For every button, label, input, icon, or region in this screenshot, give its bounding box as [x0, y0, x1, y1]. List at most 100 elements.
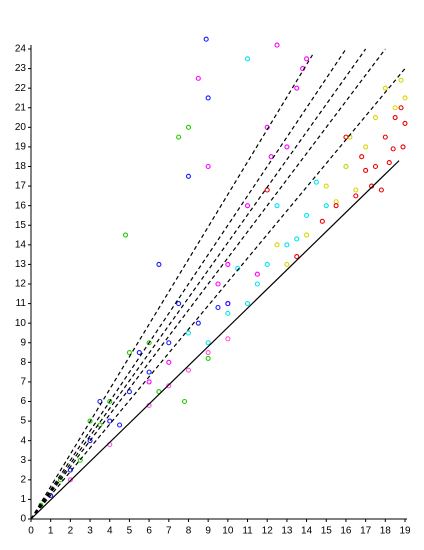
point [382, 85, 388, 91]
point [166, 359, 172, 365]
point [398, 105, 404, 111]
y-tick-label: 21 [15, 102, 27, 113]
point [181, 398, 188, 405]
point [378, 187, 384, 193]
point [274, 242, 280, 248]
x-tick-label: 5 [127, 526, 133, 537]
point [343, 163, 349, 170]
x-tick-label: 8 [186, 526, 192, 537]
y-tick-label: 15 [15, 220, 27, 231]
point [244, 203, 251, 209]
point [304, 212, 310, 219]
y-tick-label: 18 [15, 161, 27, 172]
point [353, 193, 359, 199]
x-tick-label: 10 [222, 526, 234, 537]
point [117, 422, 123, 428]
point [225, 310, 231, 316]
point [205, 355, 211, 361]
point [254, 281, 260, 287]
y-tick-label: 11 [16, 298, 27, 309]
point [392, 105, 398, 111]
x-tick-label: 3 [87, 526, 93, 537]
point [254, 271, 260, 277]
point [398, 77, 404, 83]
reference-line [30, 54, 313, 520]
x-tick-label: 0 [28, 526, 34, 537]
point [205, 340, 211, 346]
point [264, 261, 270, 267]
x-tick-label: 1 [48, 526, 54, 537]
y-tick-label: 1 [20, 494, 26, 505]
point [319, 218, 325, 224]
point [205, 95, 211, 101]
point [126, 349, 132, 356]
point [185, 330, 192, 336]
reference-line [30, 48, 367, 520]
y-tick-label: 3 [20, 455, 26, 466]
point [97, 398, 103, 405]
y-tick-label: 13 [15, 259, 27, 270]
x-tick-label: 16 [340, 526, 352, 537]
point [304, 56, 310, 62]
y-tick-label: 17 [15, 181, 27, 192]
point [274, 203, 280, 209]
point [264, 187, 270, 193]
point [166, 383, 172, 389]
point [205, 163, 211, 170]
x-tick-label: 18 [380, 526, 392, 537]
point [146, 379, 152, 385]
point [244, 56, 251, 62]
point [77, 457, 83, 463]
y-tick-label: 19 [15, 142, 27, 153]
x-tick-label: 9 [205, 526, 211, 537]
x-tick-label: 14 [301, 526, 313, 537]
y-tick-label: 10 [15, 318, 27, 329]
point [185, 173, 192, 179]
point [294, 85, 300, 91]
x-tick-label: 19 [399, 526, 411, 537]
point [386, 160, 392, 166]
point [215, 281, 221, 287]
point [205, 349, 211, 356]
y-tick-label: 22 [15, 83, 27, 94]
point [225, 261, 231, 267]
point [363, 144, 369, 150]
y-tick-label: 23 [15, 63, 27, 74]
point [392, 114, 398, 121]
point [382, 134, 388, 140]
point [215, 304, 221, 311]
point [185, 367, 192, 373]
x-tick-label: 17 [360, 526, 372, 537]
point [176, 301, 182, 307]
reference-line [30, 48, 347, 520]
y-tick-label: 24 [15, 44, 27, 55]
point [284, 144, 290, 150]
point [185, 124, 192, 130]
point [402, 120, 408, 126]
point [107, 398, 113, 405]
point [126, 389, 132, 395]
point [333, 203, 339, 209]
point [107, 418, 113, 424]
point [402, 95, 408, 101]
y-tick-label: 7 [20, 377, 26, 388]
x-tick-label: 6 [146, 526, 152, 537]
point [323, 203, 329, 209]
point [363, 167, 369, 173]
point [176, 134, 182, 140]
point [284, 261, 290, 267]
y-tick-label: 0 [20, 514, 26, 525]
y-tick-label: 5 [20, 416, 26, 427]
reference-line [30, 160, 400, 520]
point [372, 114, 379, 121]
point [122, 232, 129, 238]
point [304, 232, 310, 238]
x-tick-label: 4 [107, 526, 113, 537]
point [87, 438, 93, 444]
y-tick-label: 12 [15, 279, 27, 290]
point [67, 477, 73, 483]
point [390, 146, 396, 152]
point [136, 349, 142, 356]
point [203, 36, 209, 42]
